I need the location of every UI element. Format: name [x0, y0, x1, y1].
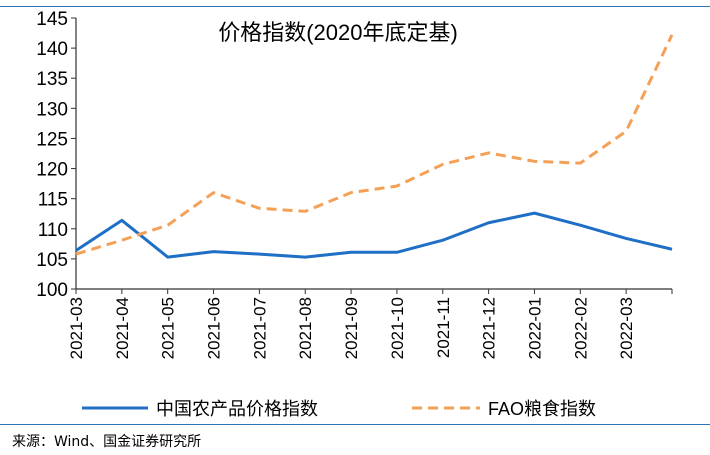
x-tick-label: 2022-02: [571, 297, 590, 359]
top-rule: [0, 6, 710, 7]
x-tick-label: 2022-01: [525, 297, 544, 359]
y-tick-label: 145: [36, 9, 68, 30]
x-tick-label: 2021-03: [67, 297, 86, 359]
x-tick-label: 2021-05: [159, 297, 178, 359]
source-note: 来源：Wind、国金证券研究所: [12, 434, 202, 450]
x-tick-label: 2022-03: [617, 297, 636, 359]
x-tick-label: 2021-12: [480, 297, 499, 359]
x-tick-label: 2021-08: [296, 297, 315, 359]
y-tick-label: 140: [36, 39, 68, 60]
series-line-2: [75, 34, 674, 256]
x-tick-label: 2021-10: [388, 297, 407, 359]
y-tick-label: 130: [36, 99, 68, 120]
series-line-1: [75, 211, 673, 259]
y-tick-label: 135: [36, 69, 68, 90]
legend-label-1: 中国农产品价格指数: [156, 399, 318, 419]
y-tick-label: 115: [38, 190, 68, 211]
chart-title: 价格指数(2020年底定基): [218, 20, 458, 45]
x-tick-label: 2021-11: [434, 297, 453, 358]
y-tick-label: 120: [36, 160, 68, 181]
x-tick-label: 2021-07: [250, 297, 269, 359]
bottom-rule: [0, 424, 710, 425]
y-tick-label: 125: [36, 129, 68, 150]
y-tick-label: 105: [36, 250, 68, 271]
y-tick-label: 110: [38, 220, 68, 241]
legend-label-2: FAO粮食指数: [488, 399, 596, 419]
x-tick-label: 2021-09: [342, 297, 361, 359]
line-chart: 100 105 110 115 120 125 130 135 140 145 2021-03 202…: [36, 9, 674, 419]
x-tick-label: 2021-04: [113, 297, 132, 359]
x-tick-label: 2021-06: [205, 297, 224, 359]
y-tick-label: 100: [36, 280, 68, 301]
